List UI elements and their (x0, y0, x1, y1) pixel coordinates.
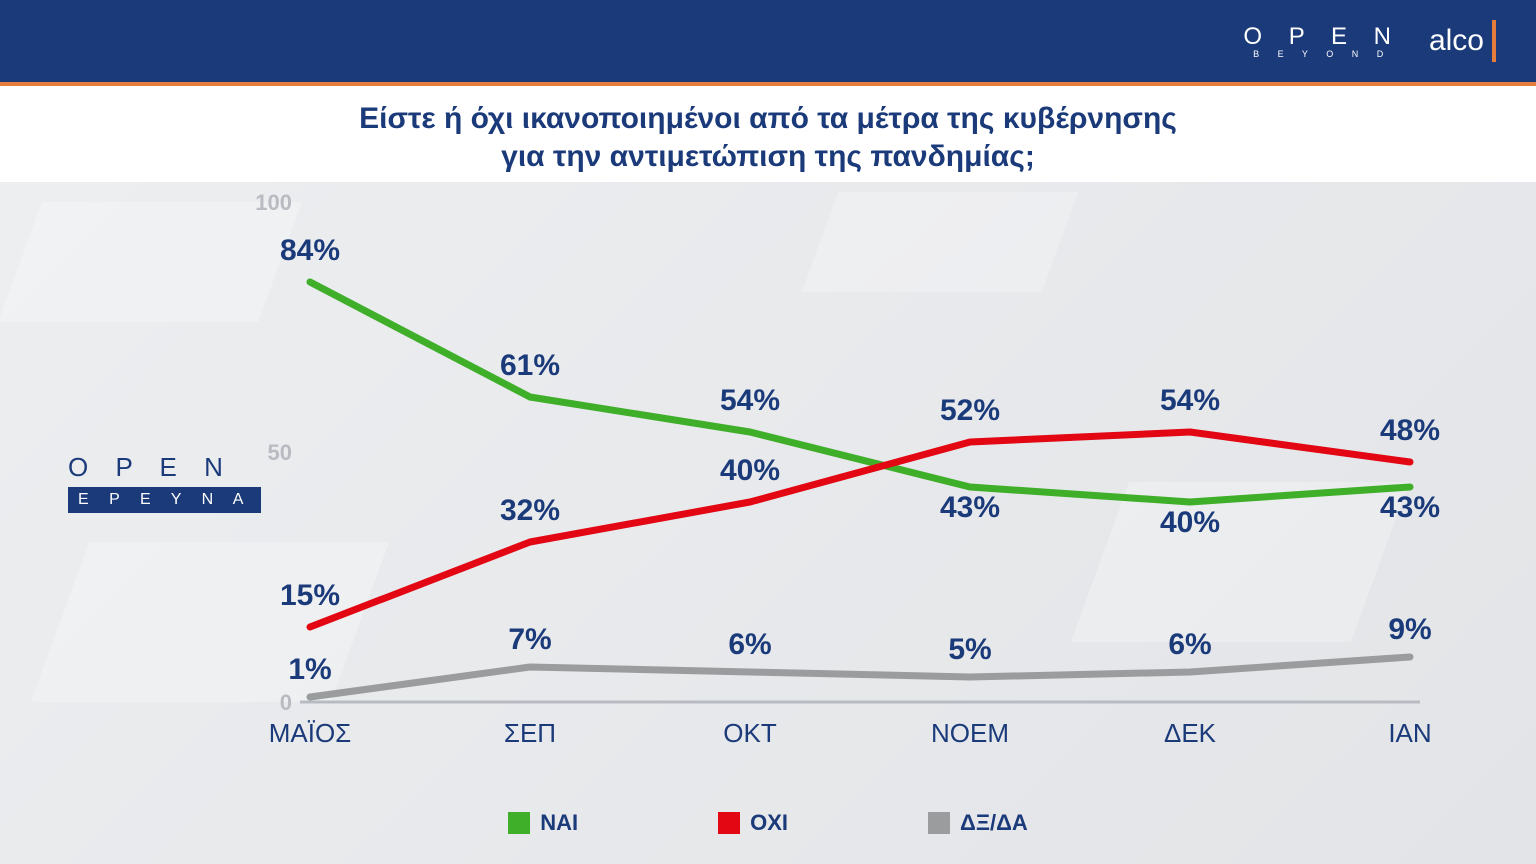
legend-label: ΟΧΙ (750, 810, 788, 836)
value-label: 52% (940, 394, 1000, 427)
legend: ΝΑΙ ΟΧΙ ΔΞ/ΔΑ (0, 810, 1536, 836)
legend-swatch-icon (508, 812, 530, 834)
logo-alco-bar-icon (1492, 20, 1496, 62)
logo-open-sub: B E Y O N D (1243, 49, 1401, 59)
y-tick-label: 100 (255, 190, 292, 215)
value-label: 5% (948, 633, 991, 666)
legend-label: ΝΑΙ (540, 810, 578, 836)
value-label: 1% (288, 653, 331, 686)
value-label: 6% (728, 628, 771, 661)
logo-alco-word: alco (1429, 24, 1484, 58)
logo-open: O P E N B E Y O N D (1243, 23, 1401, 59)
legend-item: ΝΑΙ (508, 810, 578, 836)
side-brand-word: O P E N (68, 452, 261, 483)
value-label: 7% (508, 623, 551, 656)
legend-item: ΟΧΙ (718, 810, 788, 836)
y-tick-label: 50 (268, 440, 292, 465)
x-category-label: ΙΑΝ (1388, 718, 1431, 748)
value-label: 48% (1380, 414, 1440, 447)
x-category-label: ΣΕΠ (504, 718, 556, 748)
legend-swatch-icon (718, 812, 740, 834)
side-brand-pill: Ε Ρ Ε Υ Ν Α (68, 487, 261, 513)
title-line-2: για την αντιμετώπιση της πανδημίας; (0, 138, 1536, 176)
series-line (310, 657, 1410, 697)
logo-alco: alco (1429, 20, 1496, 62)
value-label: 61% (500, 349, 560, 382)
value-label: 84% (280, 234, 340, 267)
line-chart: 0 50 100 ΜΑΪΟΣ ΣΕΠ ΟΚΤ ΝΟΕΜ ΔΕΚ ΙΑΝ 84% 61% 54% 43% 4… (240, 182, 1440, 802)
x-category-label: ΟΚΤ (723, 718, 777, 748)
y-tick-label: 0 (280, 690, 292, 715)
x-category-label: ΔΕΚ (1164, 718, 1217, 748)
logo-open-word: O P E N (1243, 23, 1401, 51)
value-label: 54% (720, 384, 780, 417)
page-title: Είστε ή όχι ικανοποιημένοι από τα μέτρα … (0, 86, 1536, 191)
value-label: 43% (1380, 491, 1440, 524)
value-label: 32% (500, 494, 560, 527)
value-label: 9% (1388, 613, 1431, 646)
title-line-1: Είστε ή όχι ικανοποιημένοι από τα μέτρα … (0, 100, 1536, 138)
value-label: 40% (1160, 506, 1220, 539)
value-label: 54% (1160, 384, 1220, 417)
header-bar: O P E N B E Y O N D alco (0, 0, 1536, 82)
chart-canvas: O P E N Ε Ρ Ε Υ Ν Α 0 50 100 ΜΑΪΟΣ ΣΕΠ ΟΚΤ ΝΟΕ… (0, 182, 1536, 864)
side-brand: O P E N Ε Ρ Ε Υ Ν Α (68, 452, 261, 513)
value-label: 40% (720, 454, 780, 487)
value-label: 6% (1168, 628, 1211, 661)
legend-swatch-icon (928, 812, 950, 834)
value-label: 43% (940, 491, 1000, 524)
value-label: 15% (280, 579, 340, 612)
legend-label: ΔΞ/ΔΑ (960, 810, 1028, 836)
x-category-label: ΝΟΕΜ (931, 718, 1009, 748)
legend-item: ΔΞ/ΔΑ (928, 810, 1028, 836)
x-category-label: ΜΑΪΟΣ (269, 718, 352, 748)
